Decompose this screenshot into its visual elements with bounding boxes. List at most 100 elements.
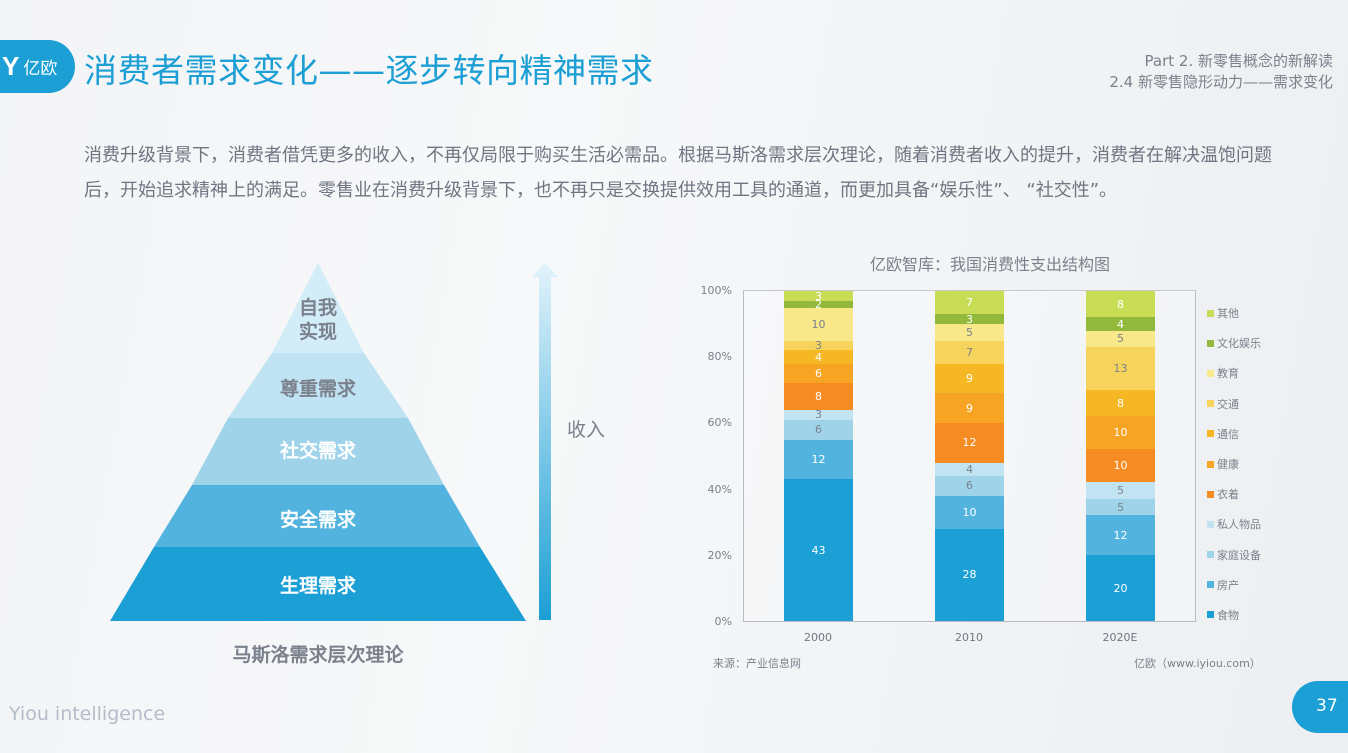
bar-2010: 28 10 6 4 12 9 9 7 5 3 7 <box>935 291 1004 621</box>
bar-segment: 3 <box>784 340 853 351</box>
y-tick: 20% <box>707 549 732 562</box>
bar-2000: 43 12 6 3 8 6 4 3 10 2 3 <box>784 291 853 621</box>
bar-segment: 6 <box>935 475 1004 496</box>
legend-label: 衣着 <box>1217 488 1239 502</box>
bar-segment: 6 <box>784 363 853 384</box>
bar-segment: 5 <box>935 324 1004 341</box>
bar-segment: 4 <box>784 350 853 364</box>
legend-item: 房产 <box>1207 570 1261 600</box>
pyramid-level-5 <box>110 547 526 621</box>
legend-item: 食物 <box>1207 600 1261 630</box>
bar-segment: 4 <box>1086 317 1155 331</box>
pyramid-level-2 <box>228 353 408 418</box>
y-tick: 80% <box>707 350 732 363</box>
bar-segment: 10 <box>1086 449 1155 483</box>
pyramid-level-3 <box>192 418 444 485</box>
bar-segment: 28 <box>935 528 1004 621</box>
legend-label: 健康 <box>1217 458 1239 472</box>
legend-label: 家庭设备 <box>1217 548 1261 562</box>
legend-item: 其他 <box>1207 298 1261 328</box>
legend-item: 健康 <box>1207 449 1261 479</box>
pyramid-label-safety: 安全需求 <box>279 509 356 531</box>
pyramid-label-self-actualization: 自我 实现 <box>110 296 526 344</box>
logo: Y 亿欧 <box>0 40 75 93</box>
bar-segment: 9 <box>935 363 1004 394</box>
legend-swatch-icon <box>1207 309 1214 317</box>
bar-segment: 43 <box>784 479 853 621</box>
bar-segment: 10 <box>935 495 1004 529</box>
pyramid-label-line: 实现 <box>298 321 337 343</box>
legend-label: 房产 <box>1217 578 1239 592</box>
y-tick: 40% <box>707 483 732 496</box>
legend-swatch-icon <box>1207 490 1214 498</box>
legend-label: 通信 <box>1217 427 1239 441</box>
x-tick: 2020E <box>1102 631 1138 644</box>
legend-swatch-icon <box>1207 551 1214 559</box>
chart-credit: 亿欧（www.iyiou.com） <box>1134 657 1261 670</box>
pyramid-label-social: 社交需求 <box>279 440 356 462</box>
pyramid-label-esteem: 尊重需求 <box>279 378 356 400</box>
chart-title: 亿欧智库：我国消费性支出结构图 <box>870 255 1111 274</box>
bar-segment: 6 <box>784 419 853 440</box>
legend-swatch-icon <box>1207 520 1214 528</box>
income-label: 收入 <box>567 419 606 441</box>
bar-segment: 7 <box>935 291 1004 315</box>
bar-segment: 12 <box>1086 515 1155 555</box>
pyramid-caption: 马斯洛需求层次理论 <box>232 644 404 666</box>
legend-swatch-icon <box>1207 400 1214 408</box>
bar-segment: 7 <box>935 340 1004 364</box>
bar-segment: 5 <box>1086 330 1155 348</box>
legend-label: 交通 <box>1217 397 1239 411</box>
legend-swatch-icon <box>1207 611 1214 619</box>
page-number: 37 <box>1316 696 1338 716</box>
bar-segment: 5 <box>1086 498 1155 516</box>
legend-swatch-icon <box>1207 369 1214 377</box>
legend-swatch-icon <box>1207 581 1214 589</box>
section-subpart: 2.4 新零售隐形动力——需求变化 <box>1109 73 1333 91</box>
logo-y-icon: Y <box>2 51 20 81</box>
bar-segment: 8 <box>1086 390 1155 417</box>
y-tick: 100% <box>700 284 732 297</box>
pyramid-level-4 <box>154 485 480 547</box>
chart-legend: 其他文化娱乐教育交通通信健康衣着私人物品家庭设备房产食物 <box>1207 298 1261 630</box>
footer-brand: Yiou intelligence <box>9 703 166 725</box>
body-paragraph: 消费升级背景下，消费者借凭更多的收入，不再仅局限于购买生活必需品。根据马斯洛需求… <box>84 145 1272 201</box>
bar-2020e: 20 12 5 5 10 10 8 13 5 4 8 <box>1086 291 1155 621</box>
pyramid-level-1 <box>272 263 364 353</box>
bar-segment: 4 <box>935 462 1004 476</box>
legend-item: 通信 <box>1207 419 1261 449</box>
legend-swatch-icon <box>1207 339 1214 347</box>
bar-segment: 10 <box>1086 416 1155 450</box>
bar-segment: 12 <box>784 439 853 480</box>
bar-segment: 3 <box>784 409 853 420</box>
legend-label: 私人物品 <box>1217 518 1261 532</box>
bar-segment: 20 <box>1086 555 1155 621</box>
bar-segment: 10 <box>784 307 853 341</box>
pyramid-label-physiological: 生理需求 <box>279 575 356 597</box>
legend-item: 家庭设备 <box>1207 540 1261 570</box>
legend-label: 食物 <box>1217 608 1239 622</box>
maslow-pyramid: 自我 实现 尊重需求 社交需求 安全需求 生理需求 <box>110 263 526 622</box>
y-tick: 60% <box>707 416 732 429</box>
x-tick: 2000 <box>804 631 832 644</box>
chart-plot-area: 43 12 6 3 8 6 4 3 10 2 3 28 10 6 4 12 9 9 7 5 3 7 20 12 5 5 10 10… <box>743 290 1196 622</box>
legend-item: 教育 <box>1207 358 1261 388</box>
up-arrow-icon <box>532 263 558 620</box>
legend-item: 衣着 <box>1207 479 1261 509</box>
section-part: Part 2. 新零售概念的新解读 <box>1144 52 1333 70</box>
bar-segment: 5 <box>1086 482 1155 499</box>
bar-segment: 3 <box>935 314 1004 325</box>
page-number-badge <box>1292 681 1348 733</box>
section-heading: Part 2. 新零售概念的新解读 2.4 新零售隐形动力——需求变化 <box>1109 51 1333 93</box>
pyramid-label-line: 自我 <box>298 297 337 319</box>
bar-segment: 8 <box>784 383 853 410</box>
bar-segment: 9 <box>935 393 1004 424</box>
legend-label: 其他 <box>1217 307 1239 321</box>
legend-item: 交通 <box>1207 389 1261 419</box>
legend-label: 教育 <box>1217 367 1239 381</box>
chart-source: 来源：产业信息网 <box>713 657 801 670</box>
bar-segment: 12 <box>935 423 1004 463</box>
page-title: 消费者需求变化——逐步转向精神需求 <box>84 51 654 90</box>
logo-text: 亿欧 <box>23 59 58 79</box>
legend-label: 文化娱乐 <box>1217 337 1261 351</box>
